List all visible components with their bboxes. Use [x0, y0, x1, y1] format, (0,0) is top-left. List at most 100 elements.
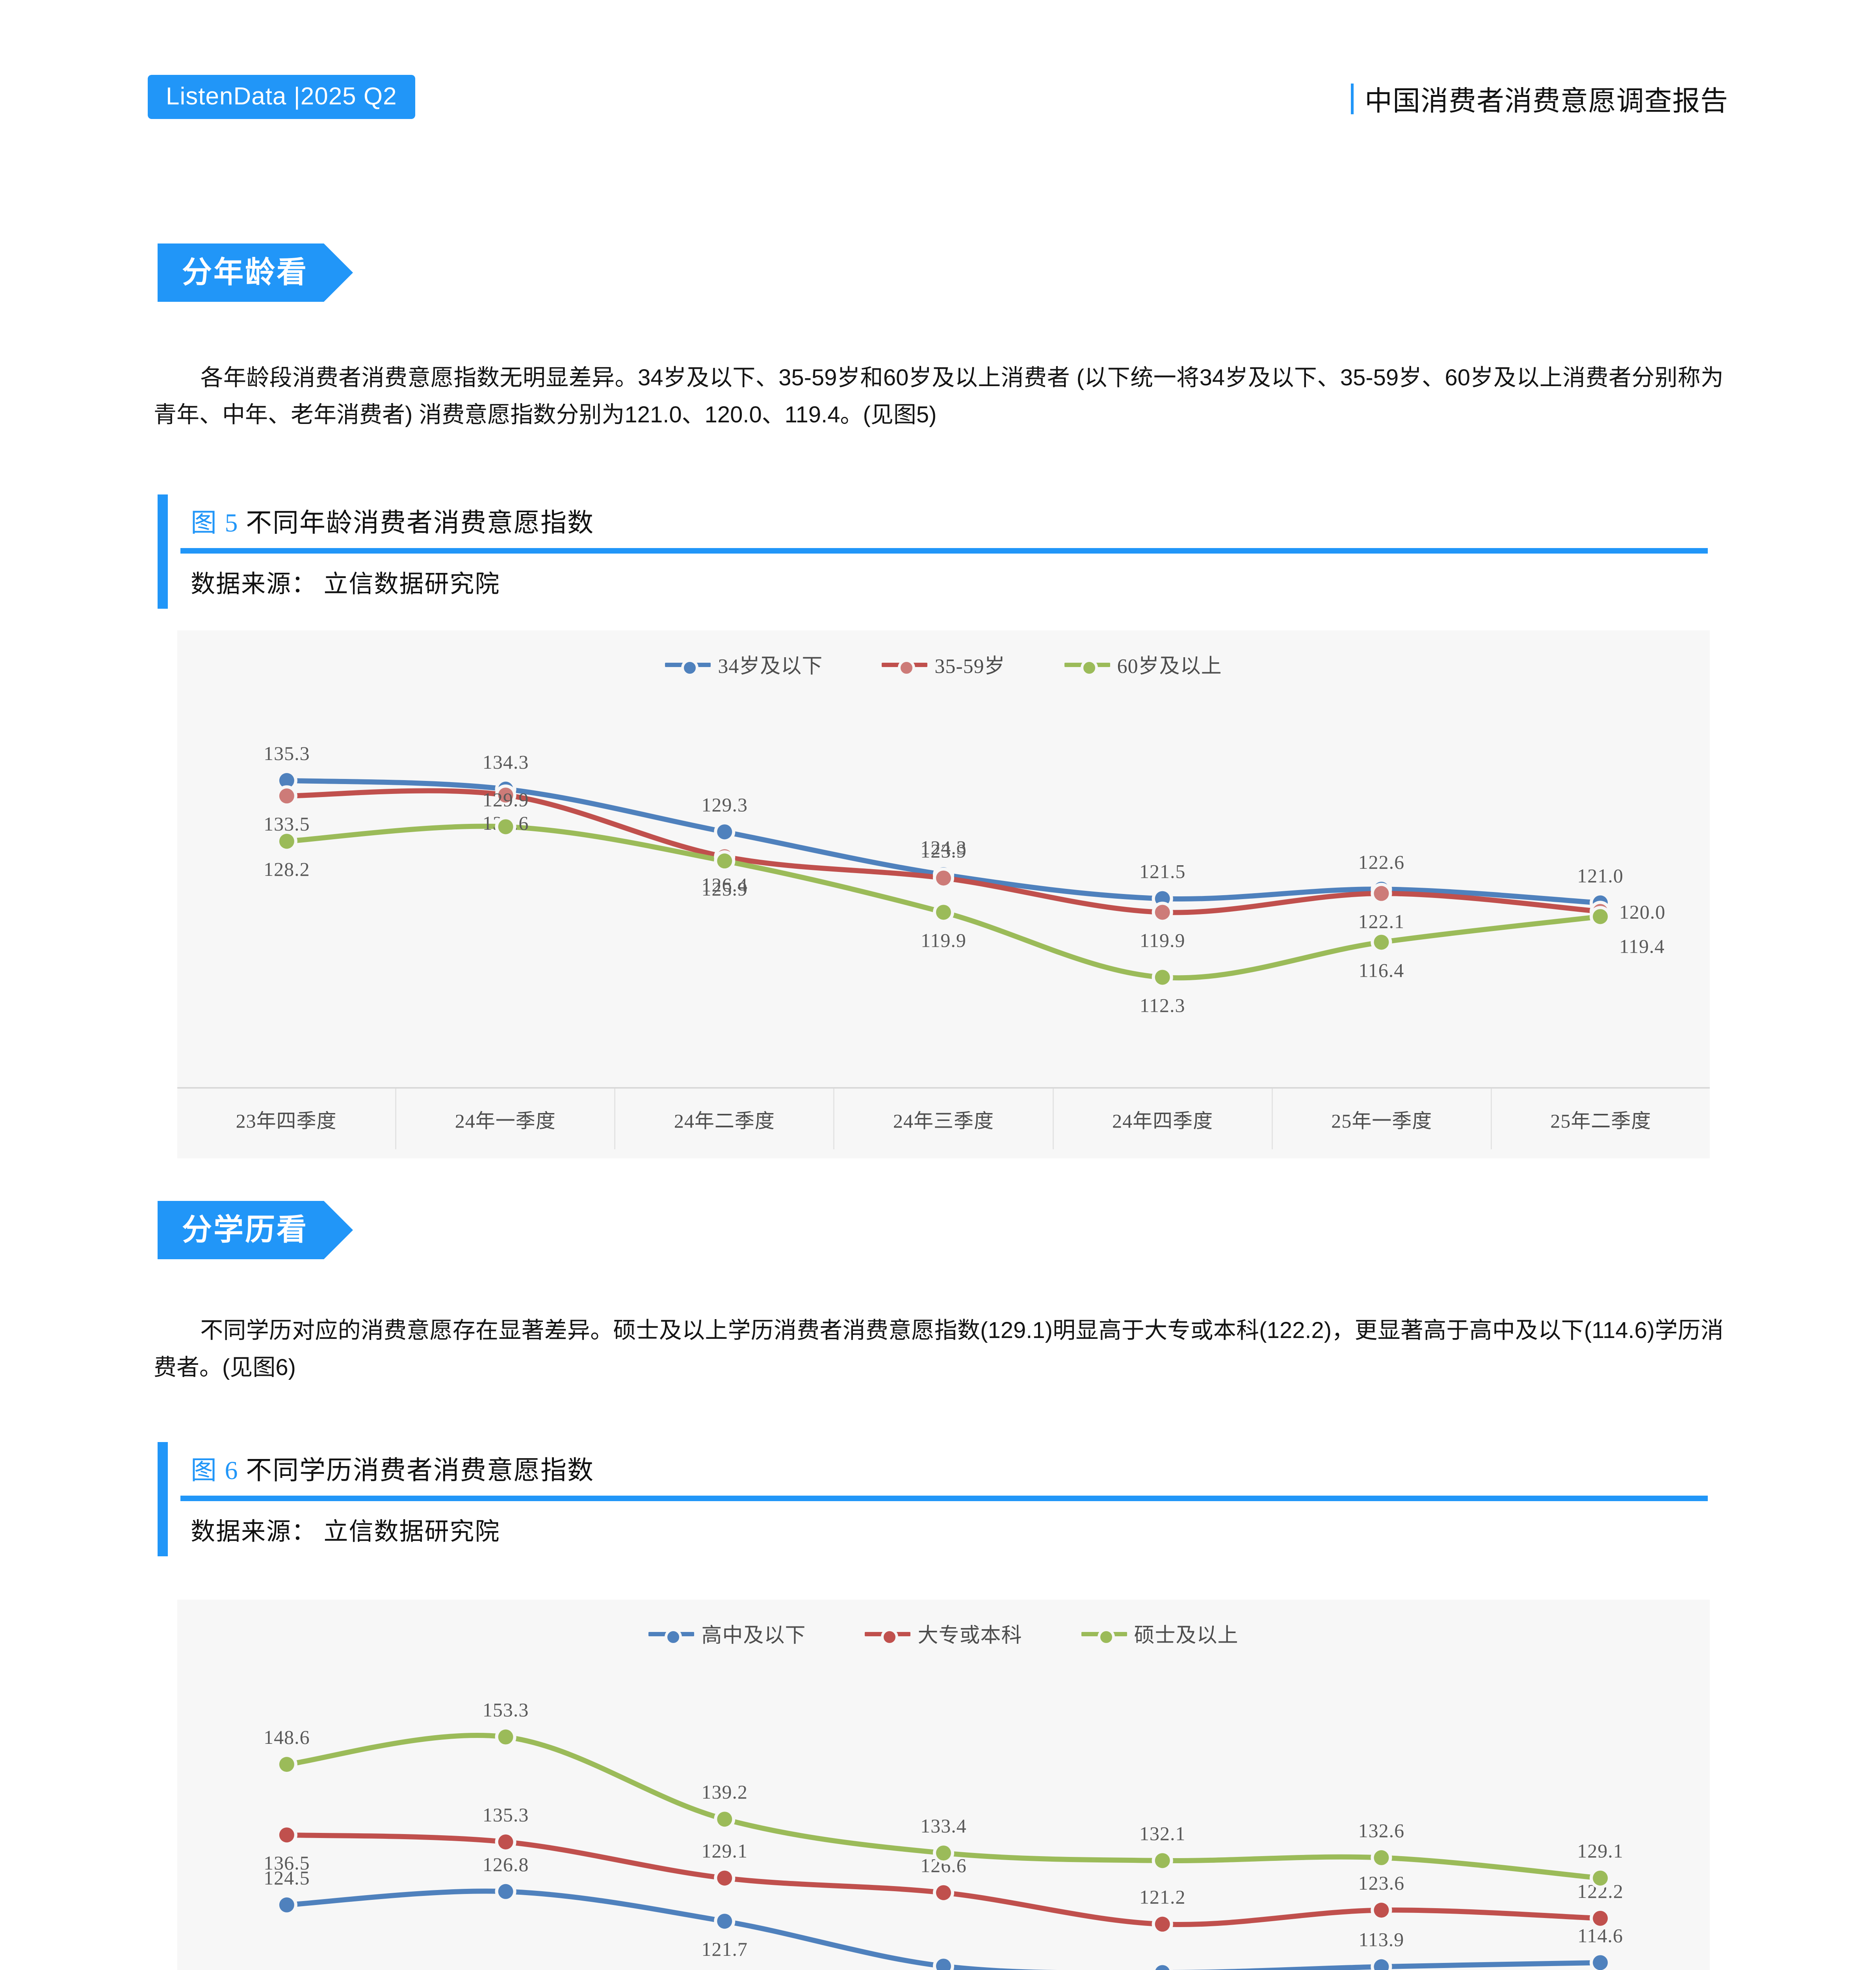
chart-data-label: 126.4: [702, 873, 748, 896]
chart-data-point[interactable]: [498, 1729, 513, 1745]
axis-tick-label: 24年四季度: [1052, 1089, 1272, 1149]
chart-data-label: 134.3: [483, 751, 529, 773]
section-banner-education: 分学历看: [158, 1201, 353, 1259]
legend-marker-icon: [1064, 659, 1110, 676]
chart-data-point[interactable]: [1593, 1911, 1608, 1926]
chart-data-label: 123.6: [1358, 1872, 1405, 1894]
chart-data-point[interactable]: [1374, 1959, 1389, 1970]
chart-data-point[interactable]: [717, 853, 732, 869]
legend-label: 硕士及以上: [1134, 1624, 1239, 1647]
chart-education-plot: 124.5126.8121.7114.0112.9113.9114.6136.5…: [177, 1650, 1710, 1970]
legend-item[interactable]: 60岁及以上: [1064, 649, 1222, 679]
chart-data-label: 153.3: [483, 1699, 529, 1721]
figure6-header: 图 6 不同学历消费者消费意愿指数 数据来源： 立信数据研究院: [158, 1442, 1708, 1556]
chart-data-point[interactable]: [1593, 909, 1608, 924]
chart-data-point[interactable]: [1593, 1870, 1608, 1886]
chart-data-point[interactable]: [936, 1885, 951, 1900]
figure5-title-text: 不同年龄消费者消费意愿指数: [246, 509, 594, 537]
chart-data-point[interactable]: [1155, 1965, 1170, 1970]
chart-data-point[interactable]: [498, 1834, 513, 1849]
chart-data-point[interactable]: [936, 870, 951, 886]
chart-data-point[interactable]: [279, 834, 294, 849]
chart-data-label: 126.8: [483, 1853, 529, 1875]
chart-data-point[interactable]: [1155, 970, 1170, 985]
section-banner-label: 分学历看: [182, 1213, 308, 1247]
chart-data-point[interactable]: [1374, 935, 1389, 950]
chart-data-label: 135.3: [264, 742, 310, 764]
chart-data-point[interactable]: [1374, 1903, 1389, 1918]
legend-label: 大专或本科: [918, 1624, 1022, 1647]
chart-data-point[interactable]: [279, 1827, 294, 1843]
chart-data-point[interactable]: [1155, 1916, 1170, 1932]
legend-marker-icon: [1081, 1628, 1127, 1646]
section-banner-age: 分年龄看: [158, 243, 353, 302]
chart-data-point[interactable]: [717, 1914, 732, 1929]
legend-item[interactable]: 大专或本科: [865, 1619, 1022, 1648]
figure6-accent-bar: [158, 1442, 168, 1556]
legend-label: 35-59岁: [934, 655, 1005, 678]
chart-data-point[interactable]: [717, 1870, 732, 1886]
chart-data-point[interactable]: [279, 773, 294, 788]
chart-data-label: 129.3: [702, 794, 748, 816]
chart-age-index: 34岁及以下 35-59岁 60岁及以上 135.3 134.3 129.3 124.…: [177, 630, 1710, 1158]
chart-data-label: 121.5: [1139, 860, 1186, 883]
legend-item[interactable]: 35-59岁: [882, 649, 1005, 679]
paragraph-education: 不同学历对应的消费意愿存在显著差异。硕士及以上学历消费者消费意愿指数(129.1…: [154, 1312, 1724, 1386]
banner-arrow-icon: [324, 1201, 353, 1259]
axis-tick-label: 24年二季度: [614, 1089, 833, 1149]
chart-data-label: 119.4: [1619, 935, 1665, 957]
figure6-title: 图 6 不同学历消费者消费意愿指数: [191, 1442, 1708, 1496]
chart-data-point[interactable]: [717, 1812, 732, 1827]
chart-data-point[interactable]: [1374, 1850, 1389, 1865]
chart-data-point[interactable]: [936, 905, 951, 920]
page-header: ListenData |2025 Q2 中国消费者消费意愿调查报告: [0, 75, 1876, 126]
chart-data-point[interactable]: [1155, 1853, 1170, 1868]
chart-age-legend: 34岁及以下 35-59岁 60岁及以上: [177, 630, 1710, 681]
chart-data-point[interactable]: [1593, 1955, 1608, 1970]
header-title-group: 中国消费者消费意愿调查报告: [1351, 79, 1728, 119]
figure5-number: 图 5: [191, 509, 239, 537]
chart-data-point[interactable]: [717, 824, 732, 840]
section-banner-label: 分年龄看: [182, 256, 308, 289]
figure5-accent-bar: [158, 494, 168, 609]
chart-data-label: 120.0: [1619, 901, 1666, 923]
chart-data-point[interactable]: [1374, 886, 1389, 901]
legend-item[interactable]: 硕士及以上: [1081, 1619, 1239, 1648]
chart-data-label: 122.6: [1358, 851, 1405, 873]
chart-age-xaxis: 23年四季度 24年一季度 24年二季度 24年三季度 24年四季度 25年一季度 25年二…: [177, 1087, 1710, 1149]
legend-label: 60岁及以上: [1117, 655, 1222, 678]
legend-marker-icon: [665, 659, 711, 676]
brand-badge: ListenData |2025 Q2: [148, 75, 415, 119]
chart-education-legend: 高中及以下 大专或本科 硕士及以上: [177, 1600, 1710, 1650]
axis-tick-label: 23年四季度: [236, 1110, 337, 1132]
chart-data-label: 119.9: [1140, 929, 1185, 951]
chart-data-point[interactable]: [936, 1959, 951, 1970]
header-title: 中国消费者消费意愿调查报告: [1365, 86, 1728, 117]
axis-tick-label: 25年二季度: [1490, 1089, 1710, 1149]
chart-data-label: 129.1: [702, 1840, 748, 1862]
chart-data-label: 124.5: [264, 1867, 310, 1889]
axis-tick-label: 24年一季度: [395, 1089, 614, 1149]
chart-data-label: 133.4: [920, 1815, 967, 1837]
legend-marker-icon: [865, 1628, 911, 1646]
figure6-divider: [180, 1496, 1708, 1501]
chart-data-point[interactable]: [1155, 905, 1170, 920]
legend-item[interactable]: 34岁及以下: [665, 649, 823, 679]
chart-data-point[interactable]: [498, 1884, 513, 1899]
chart-data-point[interactable]: [279, 1897, 294, 1912]
chart-data-label: 124.3: [920, 836, 967, 859]
paragraph-age-text: 各年龄段消费者消费意愿指数无明显差异。34岁及以下、35-59岁和60岁及以上消…: [154, 365, 1724, 427]
legend-marker-icon: [882, 659, 928, 676]
chart-education-index: 高中及以下 大专或本科 硕士及以上 124.5126.8121.7114.011…: [177, 1600, 1710, 1970]
chart-data-point[interactable]: [498, 819, 513, 834]
figure5-title: 图 5 不同年龄消费者消费意愿指数: [191, 494, 1708, 548]
legend-item[interactable]: 高中及以下: [648, 1619, 806, 1648]
chart-data-label: 123.9: [920, 840, 967, 862]
chart-data-point[interactable]: [279, 1757, 294, 1772]
chart-data-point[interactable]: [936, 1845, 951, 1861]
legend-marker-icon: [648, 1628, 695, 1646]
chart-data-label: 122.1: [1358, 911, 1405, 933]
chart-data-point[interactable]: [498, 787, 513, 803]
chart-data-point[interactable]: [279, 788, 294, 804]
